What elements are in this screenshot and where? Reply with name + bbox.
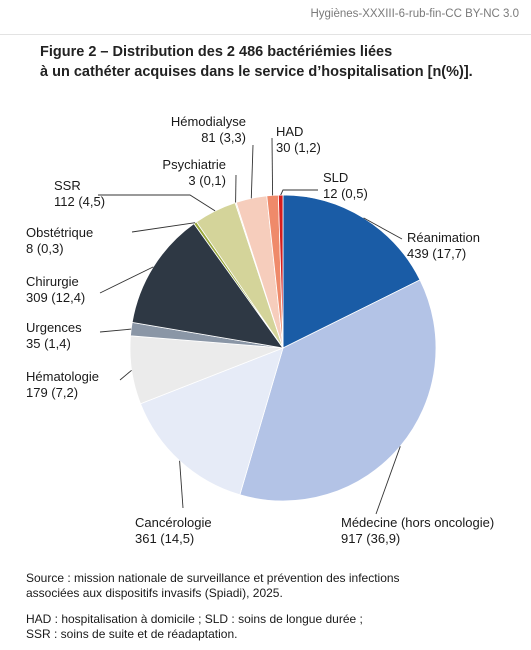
label-ssr-name: SSR — [54, 178, 81, 193]
leader-line-had — [271, 137, 274, 196]
pie-slice-sld — [277, 194, 284, 349]
label-had-name: HAD — [276, 124, 304, 139]
label-sld: SLD 12 (0,5) — [323, 170, 368, 202]
label-ssr: SSR 112 (4,5) — [54, 178, 105, 210]
figure-title-line-2: à un cathéter acquises dans le service d… — [40, 64, 473, 80]
label-obstetrique-value: 8 (0,3) — [26, 241, 64, 256]
abbreviations-note: HAD : hospitalisation à domicile ; SLD :… — [26, 612, 516, 642]
source-note: Source : mission nationale de surveillan… — [26, 571, 516, 601]
label-cancerologie-value: 361 (14,5) — [135, 531, 195, 546]
leader-line-sld — [280, 189, 318, 196]
label-urgences-name: Urgences — [26, 320, 82, 335]
label-sld-name: SLD — [323, 170, 349, 185]
label-urgences-value: 35 (1,4) — [26, 336, 71, 351]
leader-line-obstetrique — [131, 222, 196, 233]
label-medecine-name: Médecine (hors oncologie) — [341, 515, 495, 530]
label-had: HAD 30 (1,2) — [276, 124, 321, 156]
leader-line-reanimation — [363, 217, 403, 240]
label-medecine-value: 917 (36,9) — [341, 531, 401, 546]
label-psychiatrie-value: 3 (0,1) — [188, 173, 226, 188]
figure-title-line-1: Figure 2 – Distribution des 2 486 bactér… — [40, 44, 393, 60]
label-chirurgie-name: Chirurgie — [26, 274, 79, 289]
label-medecine: Médecine (hors oncologie) 917 (36,9) — [341, 515, 494, 547]
label-cancerologie-name: Cancérologie — [135, 515, 212, 530]
leader-line-ssr — [98, 194, 216, 212]
label-cancerologie: Cancérologie 361 (14,5) — [135, 515, 212, 547]
leader-line-hematologie — [119, 369, 132, 381]
label-had-value: 30 (1,2) — [276, 140, 321, 155]
label-reanimation: Réanimation 439 (17,7) — [407, 230, 480, 262]
label-obstetrique-name: Obstétrique — [26, 225, 94, 240]
source-line-1: Source : mission nationale de surveillan… — [26, 571, 400, 585]
label-hemodialyse-name: Hémodialyse — [170, 114, 246, 129]
label-hemodialyse: Hémodialyse 81 (3,3) — [150, 114, 246, 146]
label-urgences: Urgences 35 (1,4) — [26, 320, 82, 352]
label-chirurgie: Chirurgie 309 (12,4) — [26, 274, 85, 306]
leader-line-urgences — [99, 328, 132, 333]
label-hematologie-name: Hématologie — [26, 369, 99, 384]
leader-line-hemodialyse — [250, 144, 254, 199]
label-psychiatrie: Psychiatrie 3 (0,1) — [146, 157, 226, 189]
abbreviations-line-1: HAD : hospitalisation à domicile ; SLD :… — [26, 612, 363, 626]
source-line-2: associées aux dispositifs invasifs (Spia… — [26, 586, 283, 600]
label-hematologie-value: 179 (7,2) — [26, 385, 79, 400]
label-obstetrique: Obstétrique 8 (0,3) — [26, 225, 93, 257]
label-chirurgie-value: 309 (12,4) — [26, 290, 86, 305]
label-reanimation-value: 439 (17,7) — [407, 246, 467, 261]
label-psychiatrie-name: Psychiatrie — [162, 157, 226, 172]
abbreviations-line-2: SSR : soins de suite et de réadaptation. — [26, 627, 238, 641]
pie-slice-medecine — [239, 279, 437, 502]
label-hemodialyse-value: 81 (3,3) — [201, 130, 246, 145]
header-bar — [0, 0, 531, 35]
figure-title: Figure 2 – Distribution des 2 486 bactér… — [40, 42, 520, 82]
label-ssr-value: 112 (4,5) — [54, 194, 106, 209]
label-sld-value: 12 (0,5) — [323, 186, 368, 201]
label-hematologie: Hématologie 179 (7,2) — [26, 369, 99, 401]
leader-line-chirurgie — [99, 266, 154, 294]
running-header-reference: Hygiènes-XXXIII-6-rub-fin-CC BY-NC 3.0 — [310, 8, 519, 20]
label-reanimation-name: Réanimation — [407, 230, 480, 245]
leader-line-medecine — [375, 446, 401, 515]
leader-line-cancerologie — [179, 460, 184, 509]
